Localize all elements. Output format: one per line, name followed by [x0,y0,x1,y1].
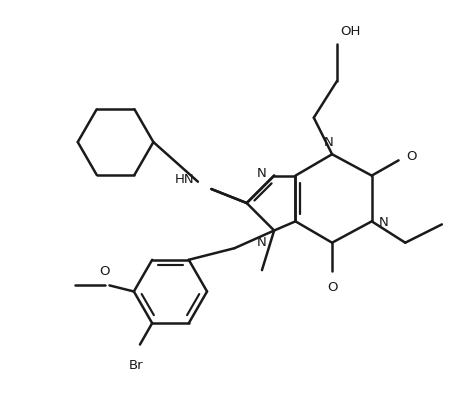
Text: N: N [257,167,267,180]
Text: Br: Br [129,358,143,371]
Text: HN: HN [175,173,195,186]
Text: OH: OH [340,25,360,38]
Text: N: N [257,236,267,249]
Text: O: O [99,264,110,277]
Text: N: N [379,215,389,228]
Text: N: N [324,136,334,149]
Text: O: O [407,150,417,162]
Text: O: O [327,280,337,293]
